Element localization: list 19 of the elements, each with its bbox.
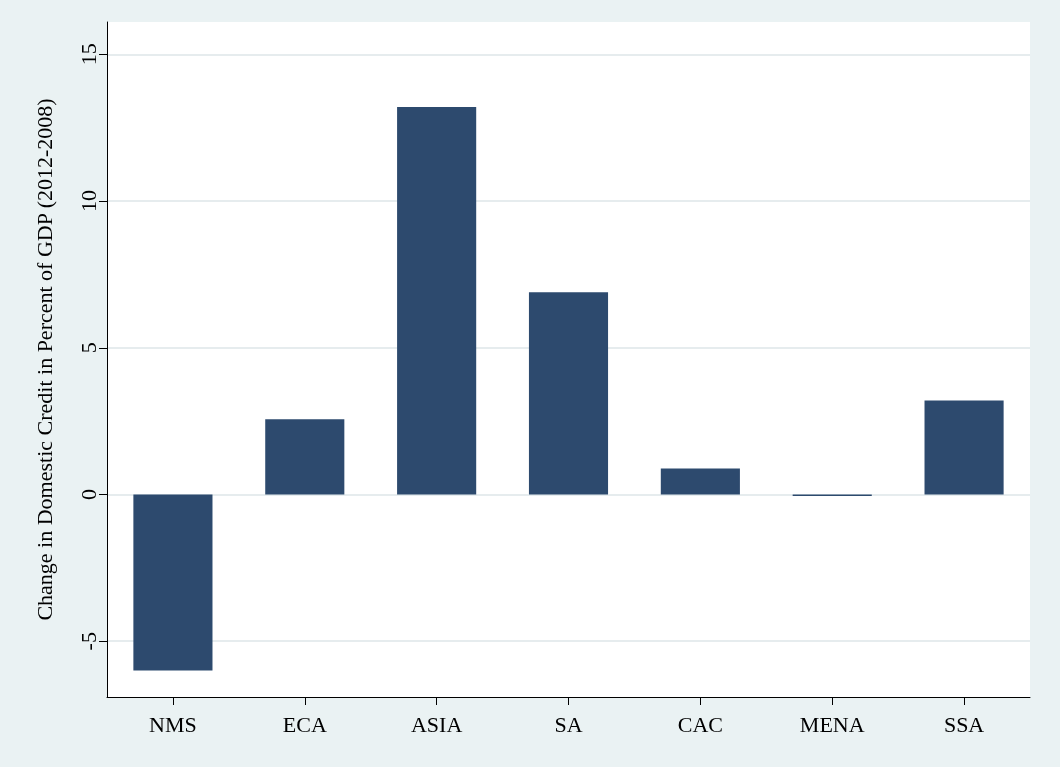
bar	[265, 419, 345, 495]
x-tick-label: MENA	[799, 711, 865, 737]
x-tick-label: CAC	[677, 711, 723, 737]
x-tick-label: SA	[554, 711, 583, 737]
x-tick-label: ECA	[282, 711, 327, 737]
bar	[397, 107, 477, 495]
bar	[528, 292, 609, 495]
y-tick-label: 0	[75, 489, 101, 500]
bar	[660, 468, 740, 495]
x-tick-label: SSA	[943, 711, 985, 737]
bar	[924, 400, 1004, 495]
bar	[133, 494, 213, 671]
y-tick-label: 15	[75, 43, 101, 66]
y-tick-label: 10	[75, 190, 101, 213]
y-tick-label: -5	[75, 632, 101, 651]
y-tick-label: 5	[75, 342, 101, 354]
y-axis-title: Change in Domestic Credit in Percent of GDP (2012-2008)	[31, 98, 57, 621]
x-tick-label: NMS	[149, 711, 197, 737]
x-tick-label: ASIA	[410, 711, 463, 737]
